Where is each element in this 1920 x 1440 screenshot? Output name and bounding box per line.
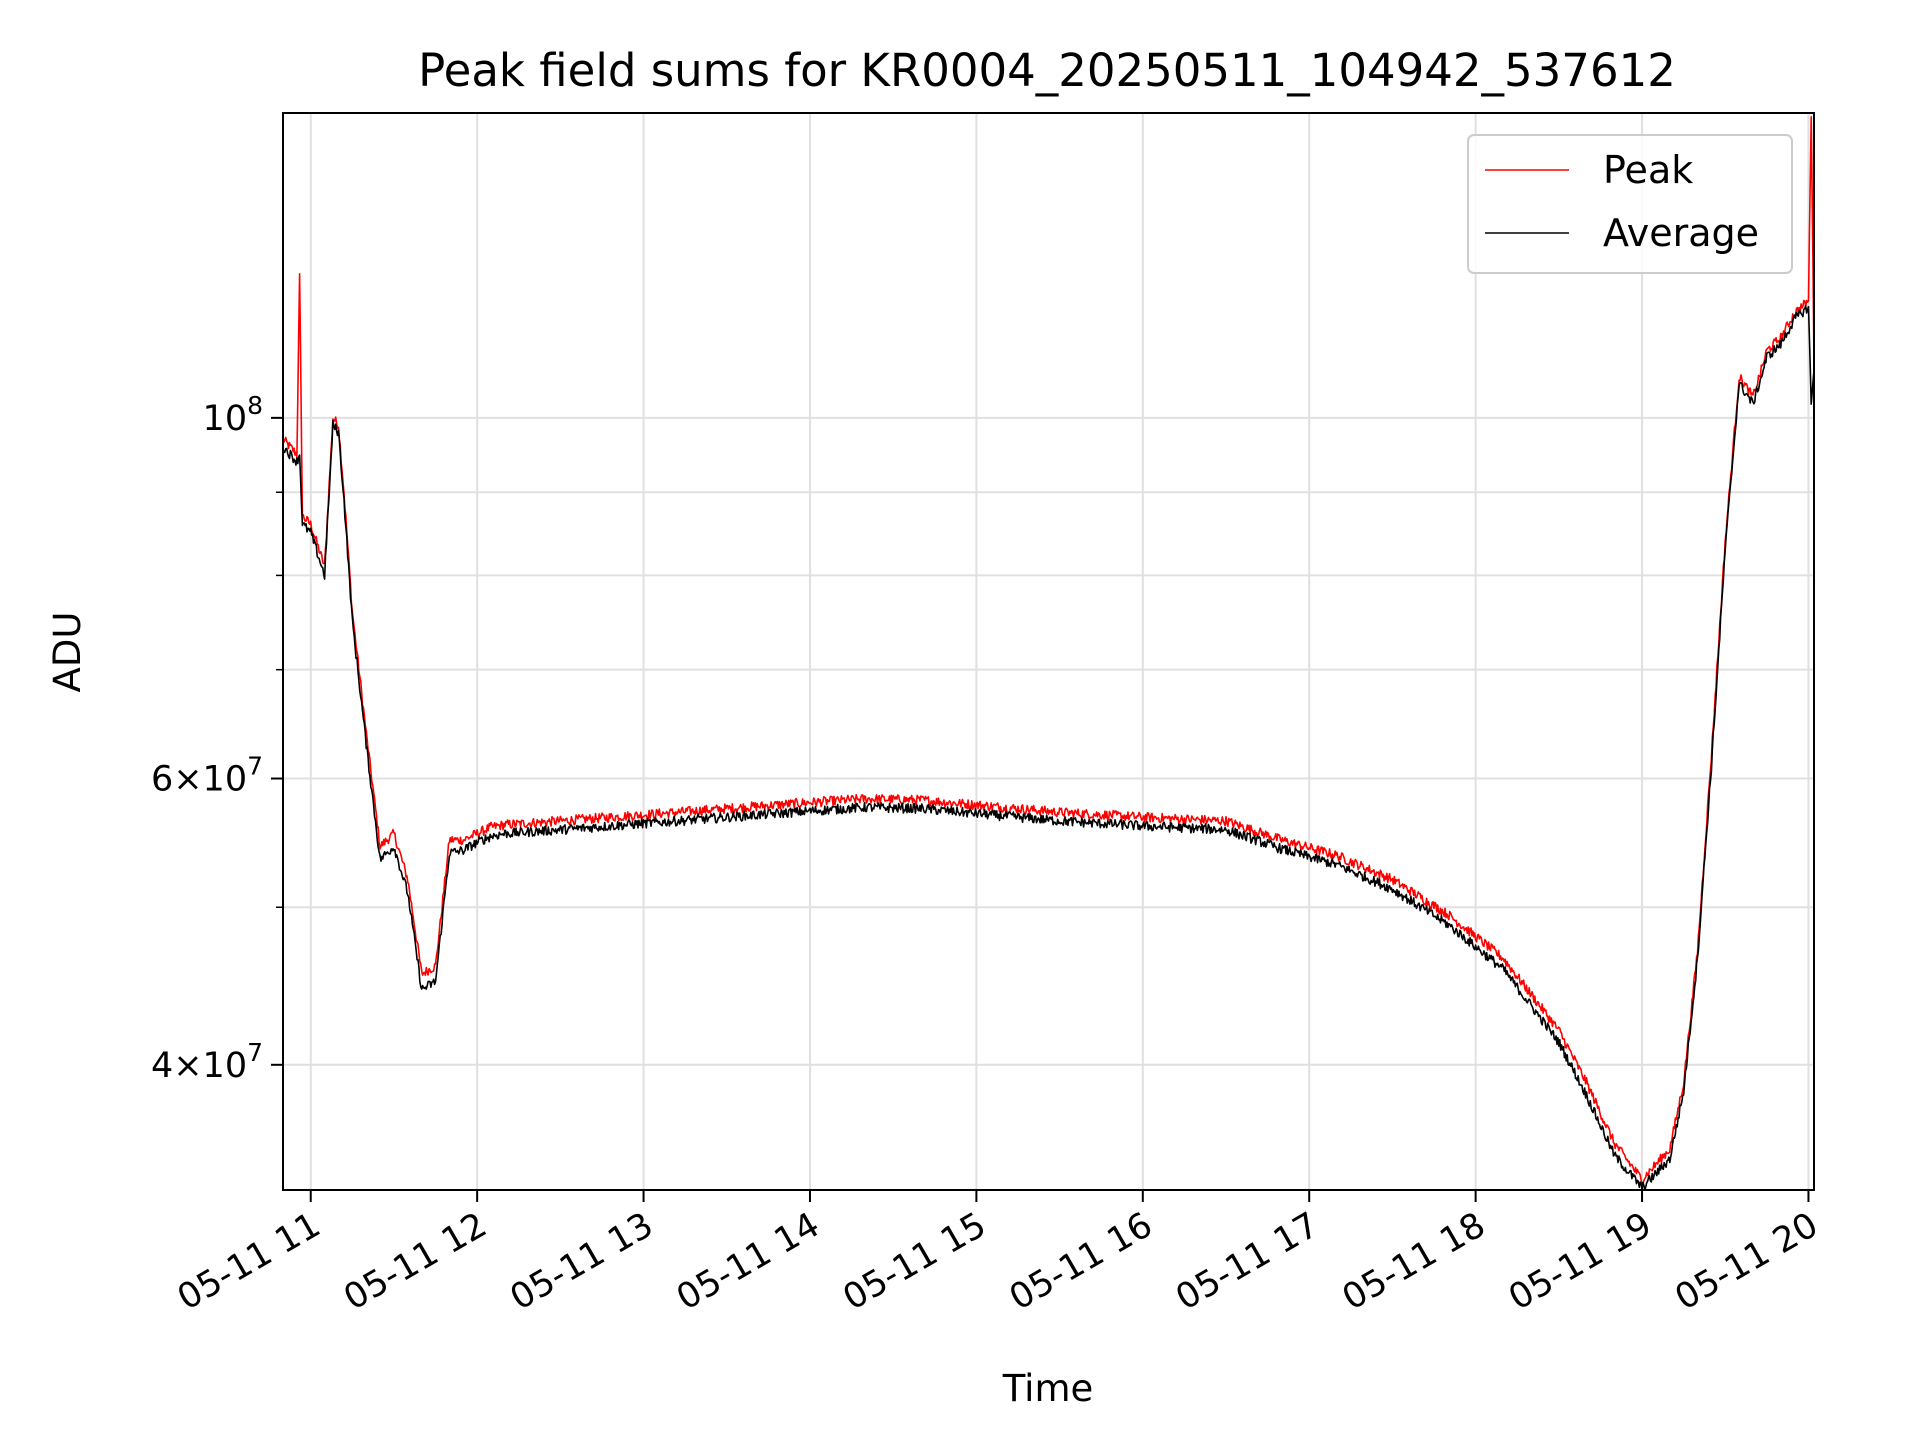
y-axis-label: ADU bbox=[46, 612, 89, 693]
chart-title: Peak field sums for KR0004_20250511_1049… bbox=[418, 44, 1676, 97]
y-tick-times: × bbox=[173, 1046, 202, 1086]
plot-frame bbox=[282, 112, 1815, 1191]
y-tick-exponent: 7 bbox=[247, 752, 263, 781]
y-tick-times: × bbox=[173, 760, 202, 800]
x-axis-label: Time bbox=[1002, 1367, 1094, 1410]
series-line-peak bbox=[282, 116, 1815, 1186]
y-tick-label: 4×107 bbox=[151, 1038, 263, 1086]
legend-peak-label: Peak bbox=[1603, 148, 1693, 192]
y-tick-label: 6×107 bbox=[151, 752, 263, 800]
y-tick-label: 108 bbox=[203, 391, 263, 439]
series-line-average bbox=[282, 305, 1815, 1191]
y-tick-mantissa: 4 bbox=[151, 1046, 173, 1086]
y-tick-exponent: 8 bbox=[247, 391, 263, 420]
y-tick-base: 10 bbox=[203, 1046, 248, 1086]
y-tick-exponent: 7 bbox=[247, 1038, 263, 1067]
grid bbox=[283, 113, 1814, 1190]
legend: Peak Average bbox=[1467, 134, 1793, 274]
y-tick-mantissa: 6 bbox=[151, 760, 173, 800]
y-tick-base: 10 bbox=[203, 399, 248, 439]
series-layer bbox=[282, 116, 1815, 1191]
y-tick-base: 10 bbox=[203, 760, 248, 800]
legend-average-label: Average bbox=[1603, 211, 1759, 255]
